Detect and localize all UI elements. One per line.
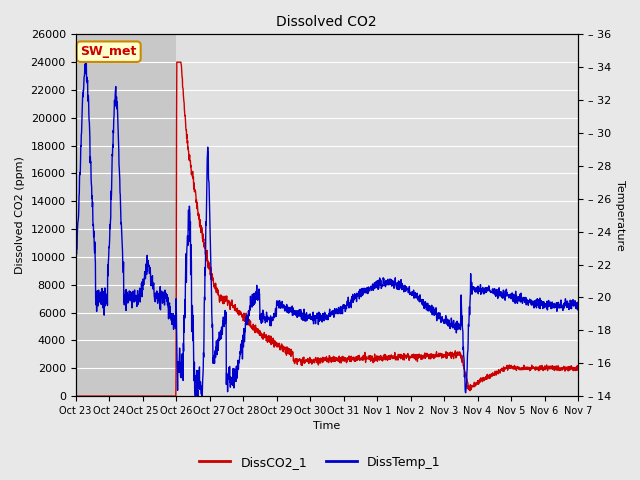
Y-axis label: Dissolved CO2 (ppm): Dissolved CO2 (ppm) xyxy=(15,156,25,274)
Title: Dissolved CO2: Dissolved CO2 xyxy=(276,15,377,29)
Bar xyxy=(76,35,176,396)
X-axis label: Time: Time xyxy=(313,421,340,432)
Y-axis label: Temperature: Temperature xyxy=(615,180,625,251)
Text: SW_met: SW_met xyxy=(81,45,137,58)
Legend: DissCO2_1, DissTemp_1: DissCO2_1, DissTemp_1 xyxy=(194,451,446,474)
